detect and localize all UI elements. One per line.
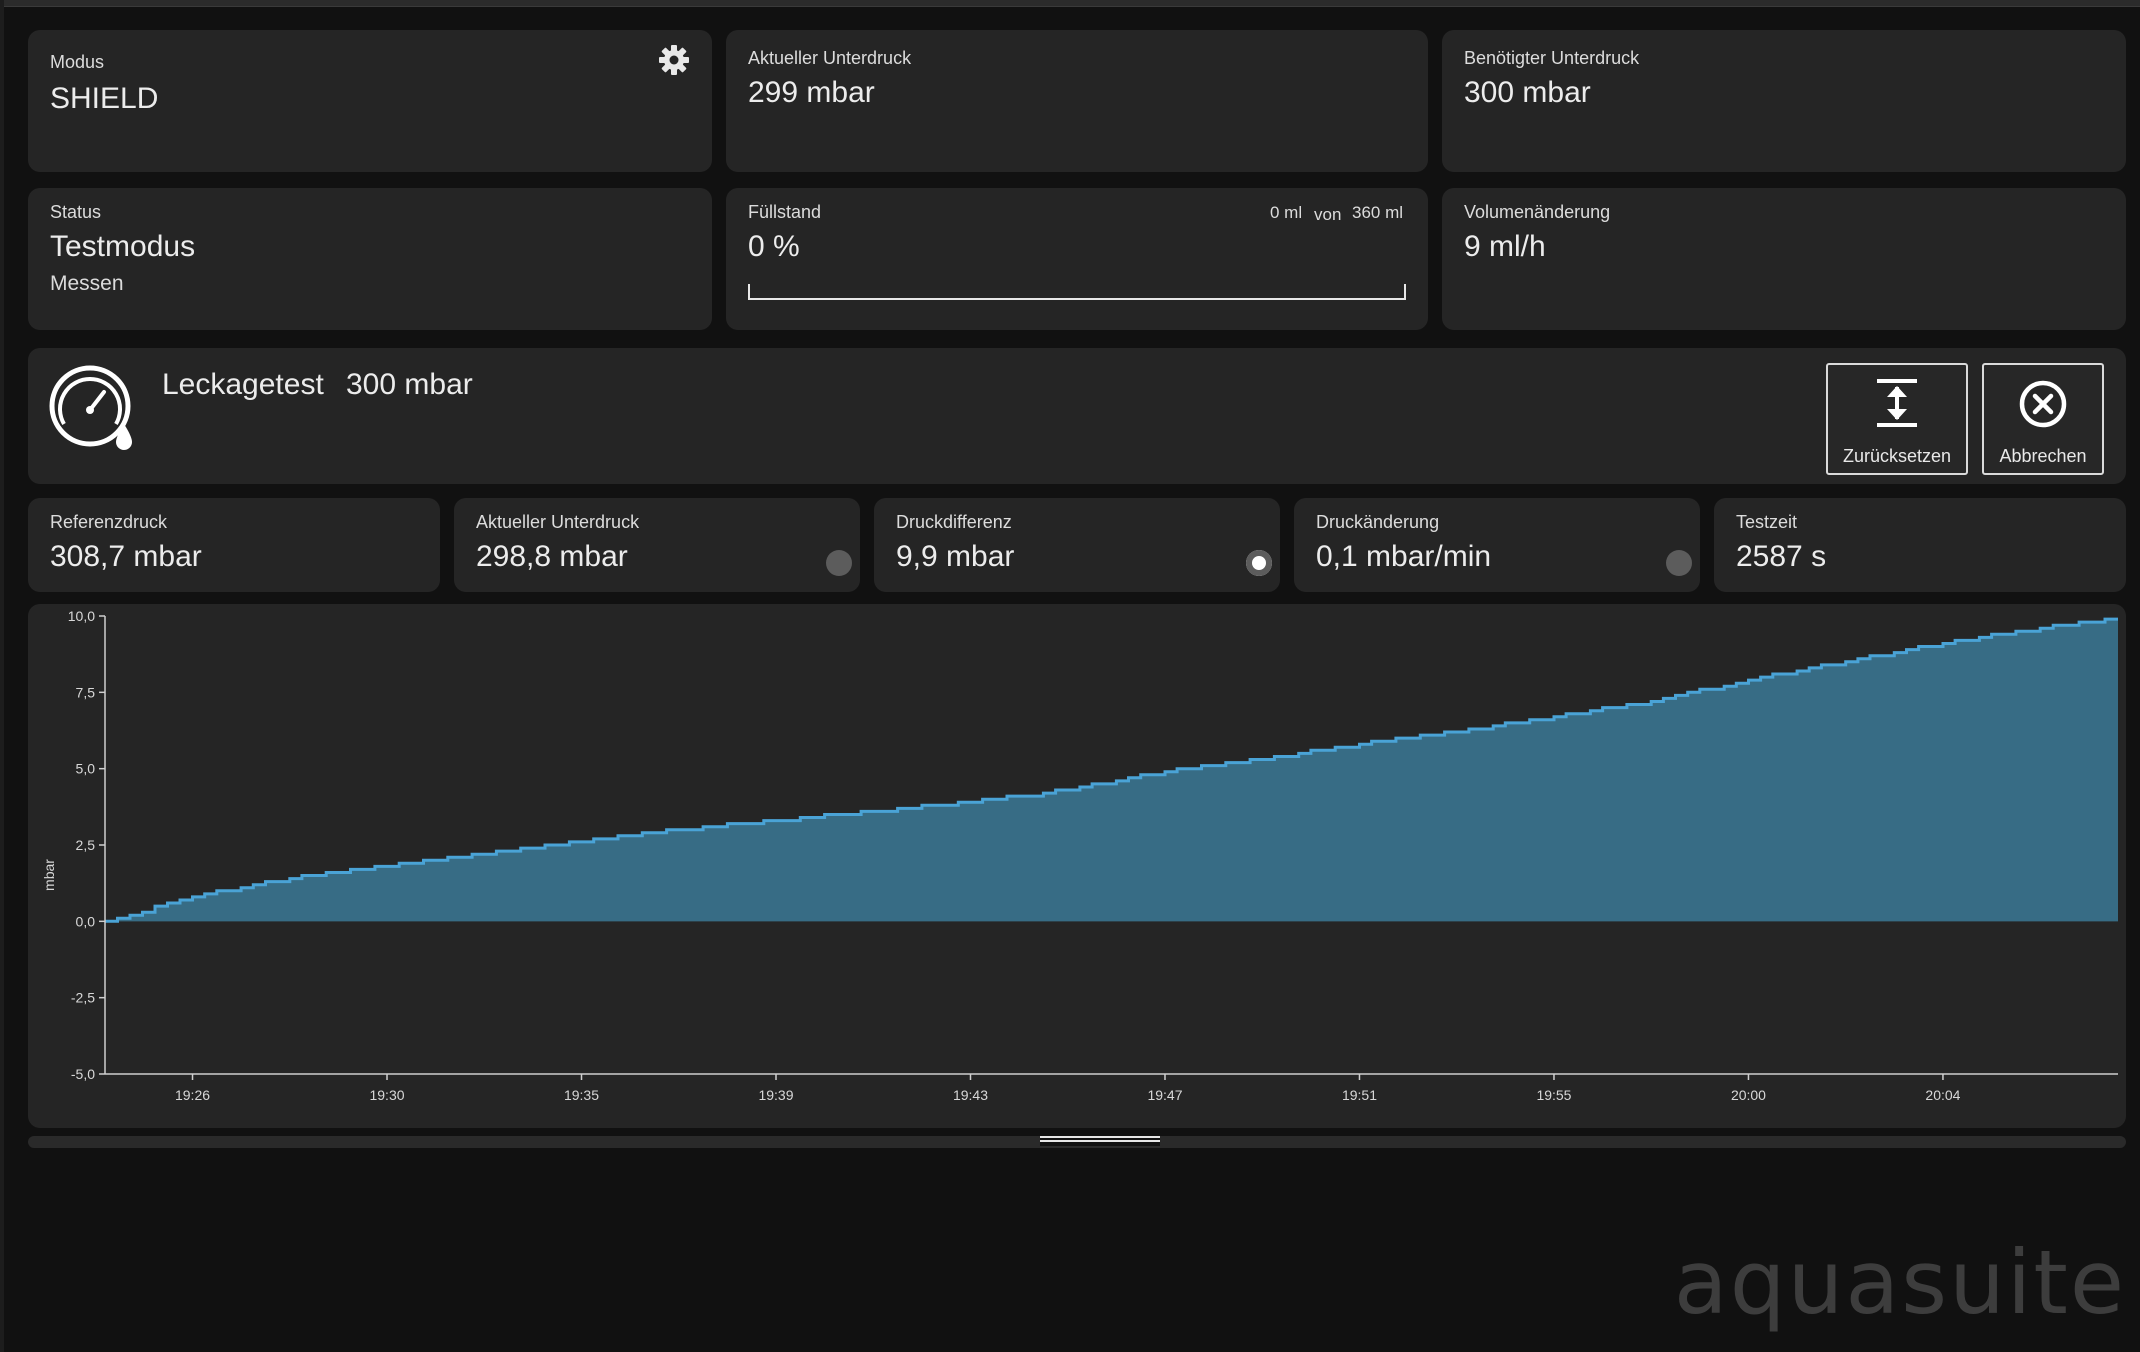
x-tick-label: 19:26 (175, 1087, 210, 1103)
current-vacuum-indicator[interactable] (826, 550, 852, 576)
x-tick-label: 19:47 (1147, 1087, 1182, 1103)
current-vacuum-value: 299 mbar (748, 76, 875, 109)
chart-card: 10,0 7,5 5,0 2,5 0,0 -2,5 -5,0 19:26 19:30 19:35 1… (28, 604, 2126, 1128)
required-vacuum-card: Benötigter Unterdruck 300 mbar (1442, 30, 2126, 172)
y-tick-label: 5,0 (76, 761, 96, 777)
window-top-edge (0, 0, 2140, 7)
mode-value: SHIELD (50, 82, 159, 115)
fill-max-ml: 360 ml (1352, 203, 1404, 222)
fill-current-ml: 0 ml (1270, 203, 1303, 222)
x-tick-label: 19:35 (564, 1087, 599, 1103)
pressure-change-card: Druckänderung 0,1 mbar/min (1294, 498, 1700, 592)
window-left-edge (0, 0, 4, 1352)
leak-test-panel: Leckagetest 300 mbar Zurücksetzen Abbrec… (28, 348, 2126, 484)
y-tick-label: 2,5 (76, 837, 96, 853)
x-tick-label: 19:39 (758, 1087, 793, 1103)
x-tick-label: 19:43 (953, 1087, 988, 1103)
pressure-difference-label: Druckdifferenz (896, 512, 1012, 532)
status-subvalue: Messen (50, 272, 124, 295)
required-vacuum-value: 300 mbar (1464, 76, 1591, 109)
reference-pressure-value: 308,7 mbar (50, 540, 202, 573)
reference-pressure-label: Referenzdruck (50, 512, 168, 532)
reset-icon (1875, 377, 1919, 434)
pressure-change-value: 0,1 mbar/min (1316, 540, 1492, 573)
leak-test-title: Leckagetest (162, 368, 324, 401)
cancel-button[interactable]: Abbrechen (1982, 363, 2104, 475)
reset-button[interactable]: Zurücksetzen (1826, 363, 1968, 475)
x-tick-label: 19:30 (369, 1087, 404, 1103)
cancel-button-label: Abbrechen (1999, 446, 2087, 466)
pressure-difference-indicator[interactable] (1246, 550, 1272, 576)
status-value: Testmodus (50, 230, 196, 263)
volume-change-label: Volumenänderung (1464, 202, 1611, 222)
test-time-label: Testzeit (1736, 512, 1798, 532)
current-vacuum-label: Aktueller Unterdruck (748, 48, 912, 68)
current-vacuum-measure-card: Aktueller Unterdruck 298,8 mbar (454, 498, 860, 592)
current-vacuum-card: Aktueller Unterdruck 299 mbar (726, 30, 1428, 172)
leak-test-pressure: 300 mbar (346, 368, 473, 401)
aquasuite-watermark: aquasuite (1673, 1231, 2126, 1334)
test-time-value: 2587 s (1736, 540, 1827, 573)
y-tick-label: -5,0 (71, 1066, 95, 1082)
volume-change-value: 9 ml/h (1464, 230, 1546, 263)
pressure-change-indicator[interactable] (1666, 550, 1692, 576)
required-vacuum-label: Benötigter Unterdruck (1464, 48, 1640, 68)
y-tick-label: 0,0 (76, 913, 96, 929)
current-vacuum-measure-value: 298,8 mbar (476, 540, 628, 573)
fill-level-card: Füllstand 0 % 0 ml von 360 ml (726, 188, 1428, 330)
y-tick-label: 10,0 (68, 608, 95, 624)
gear-icon[interactable] (658, 44, 690, 81)
x-tick-label: 19:51 (1342, 1087, 1377, 1103)
close-circle-icon (2018, 379, 2068, 434)
pressure-difference-card: Druckdifferenz 9,9 mbar (874, 498, 1280, 592)
status-label: Status (50, 202, 102, 222)
chart-series-line (105, 617, 2118, 923)
y-tick-label: 7,5 (76, 684, 96, 700)
y-axis-label: mbar (41, 859, 57, 891)
pressure-gauge-drop-icon (46, 362, 142, 463)
reset-button-label: Zurücksetzen (1842, 446, 1952, 466)
fill-level-bar (748, 284, 1406, 300)
x-tick-label: 20:04 (1925, 1087, 1960, 1103)
x-tick-label: 19:55 (1536, 1087, 1571, 1103)
reference-pressure-card: Referenzdruck 308,7 mbar (28, 498, 440, 592)
mode-label: Modus (50, 52, 105, 72)
fill-level-label: Füllstand (748, 202, 822, 222)
volume-change-card: Volumenänderung 9 ml/h (1442, 188, 2126, 330)
pressure-difference-value: 9,9 mbar (896, 540, 1015, 573)
scrollbar-thumb[interactable] (1040, 1134, 1160, 1146)
pressure-chart[interactable]: 10,0 7,5 5,0 2,5 0,0 -2,5 -5,0 19:26 19:30 19:35 1… (28, 604, 2126, 1128)
fill-von-label: von (1314, 205, 1342, 224)
y-tick-label: -2,5 (71, 990, 95, 1006)
pressure-change-label: Druckänderung (1316, 512, 1440, 532)
fill-level-value: 0 % (748, 230, 800, 263)
chart-area (105, 619, 2118, 922)
x-tick-label: 20:00 (1731, 1087, 1766, 1103)
status-card: Status Testmodus Messen (28, 188, 712, 330)
current-vacuum-measure-label: Aktueller Unterdruck (476, 512, 640, 532)
test-time-card: Testzeit 2587 s (1714, 498, 2126, 592)
mode-card: Modus SHIELD (28, 30, 712, 172)
